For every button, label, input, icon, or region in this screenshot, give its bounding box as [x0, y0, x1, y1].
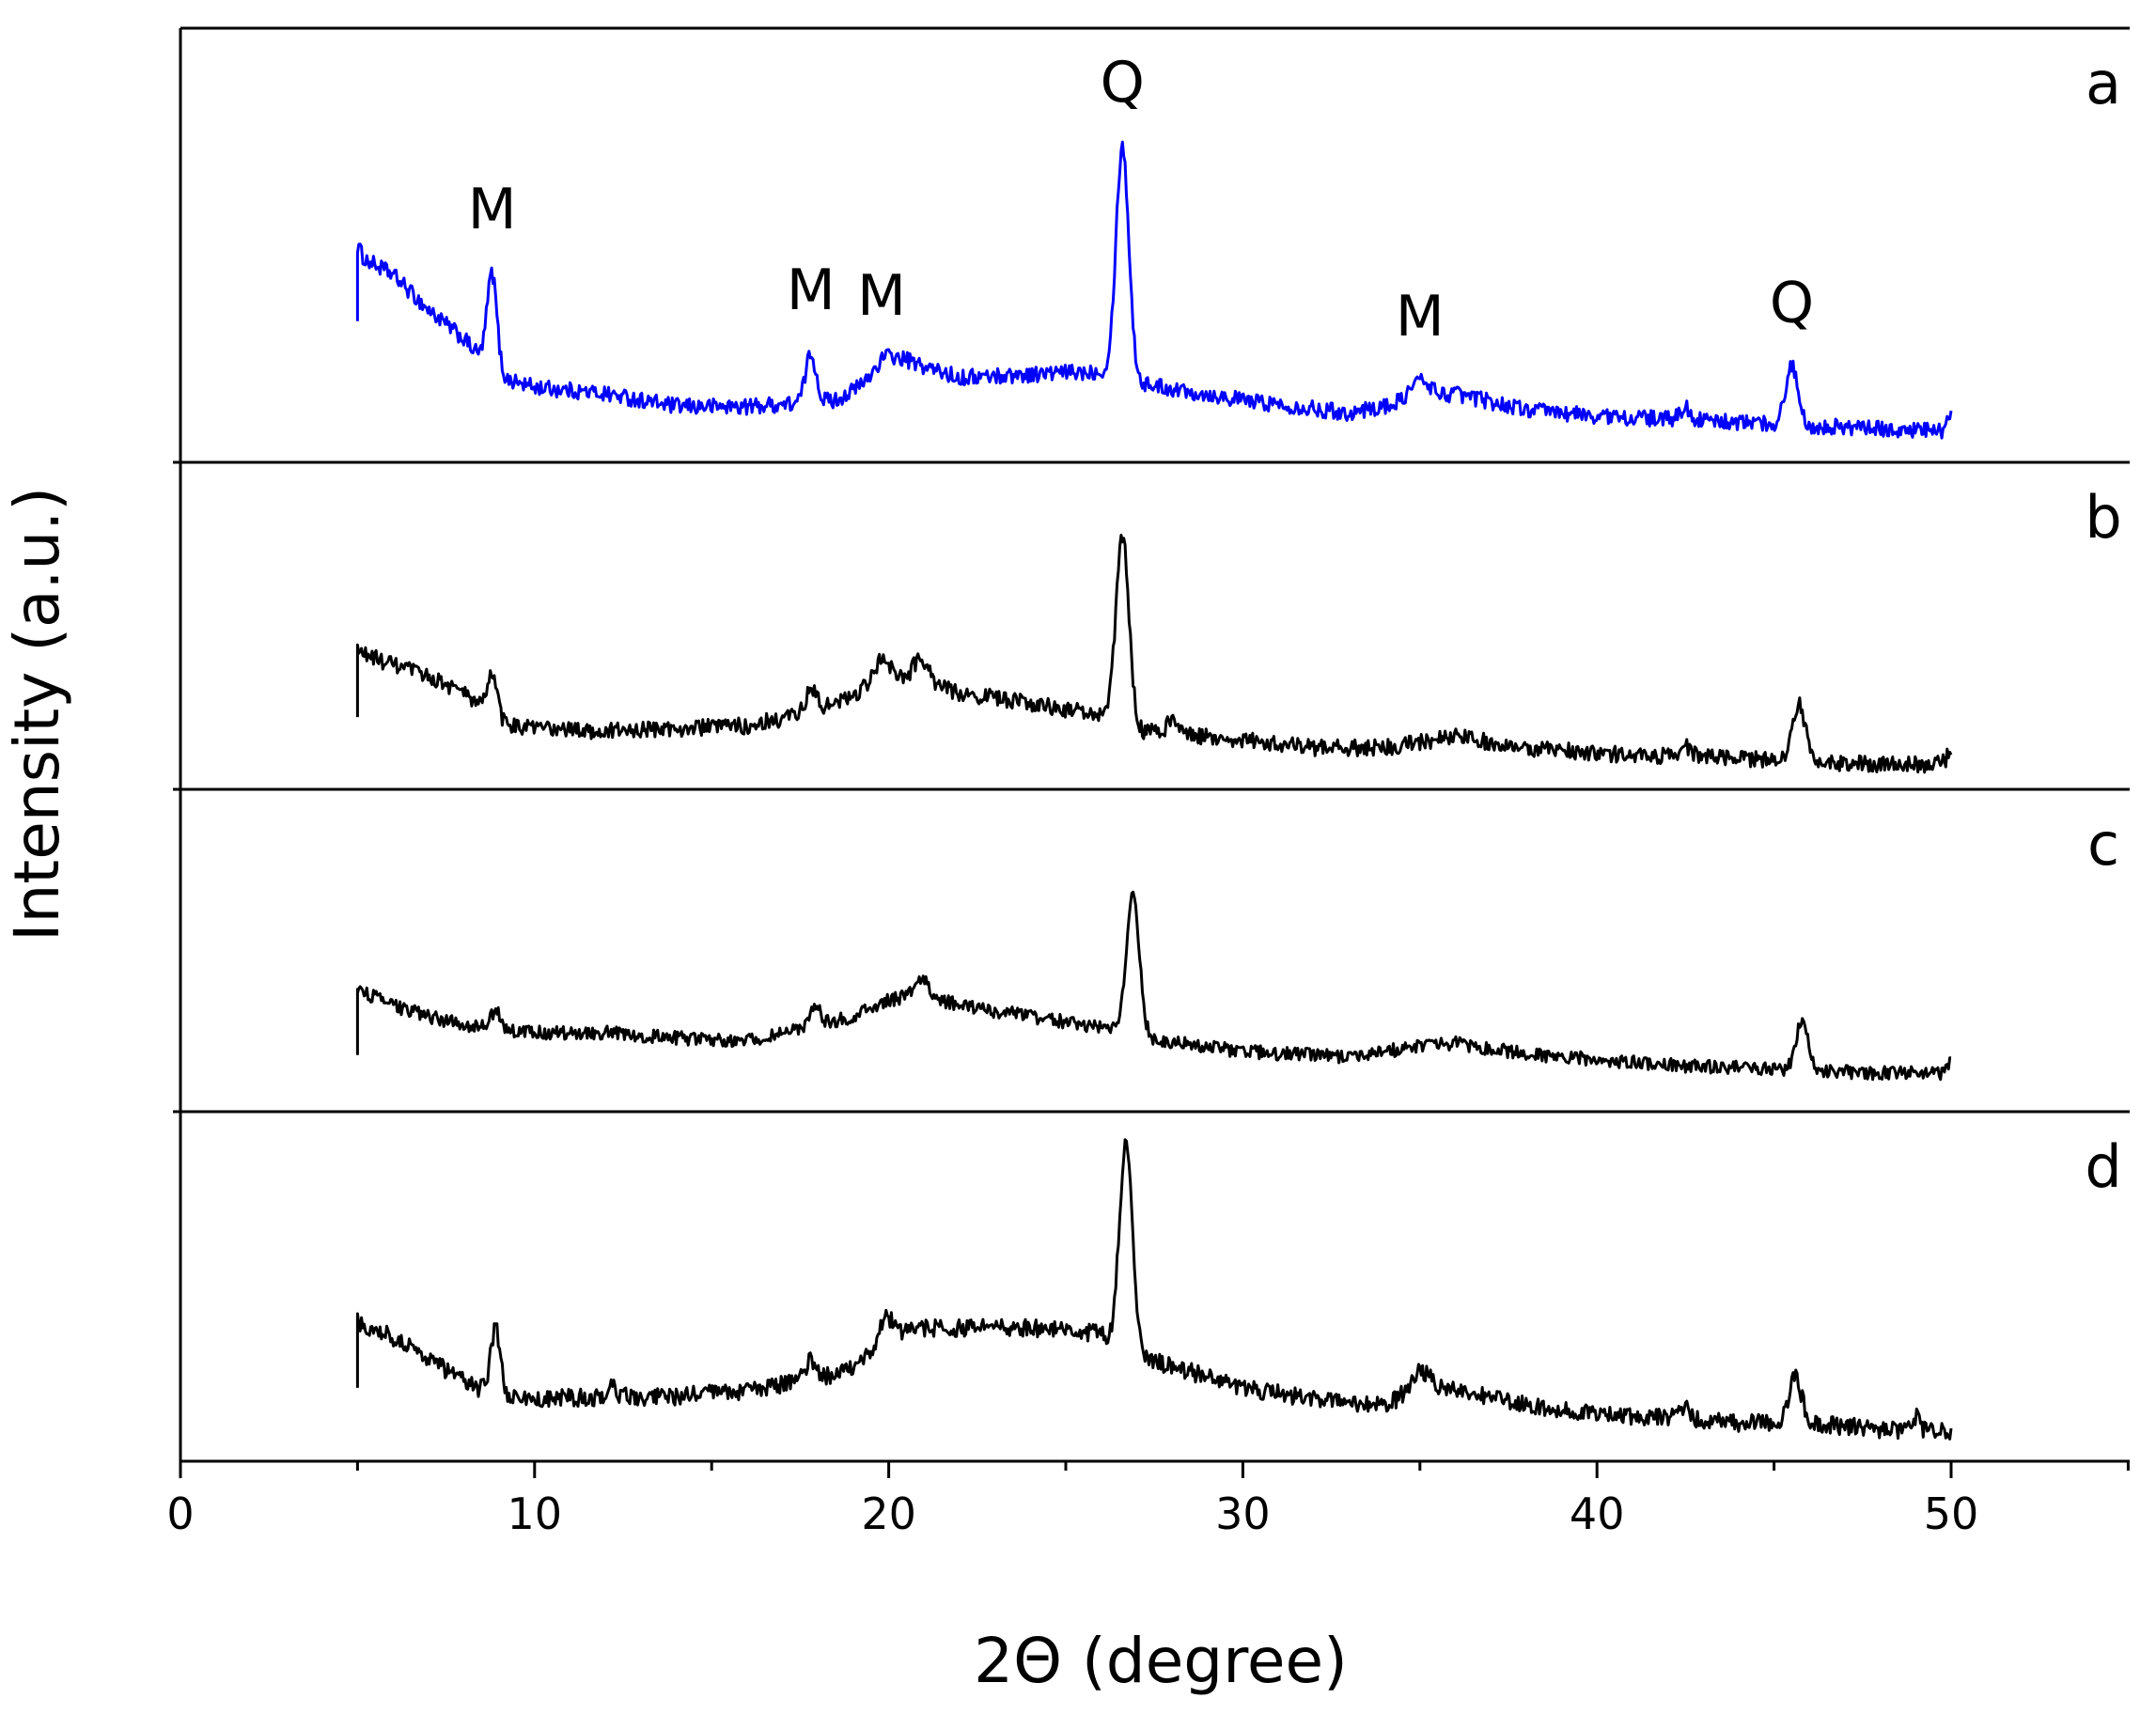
series-b-line — [355, 534, 1953, 774]
x-tick-label: 30 — [1215, 1488, 1271, 1539]
panels-frame — [173, 26, 2130, 1461]
peak-labels-layer: MM MQM Q — [468, 50, 1814, 350]
panel-label-b: b — [2085, 483, 2121, 552]
peak-label: M — [1396, 284, 1445, 350]
x-tick-label: 10 — [508, 1488, 563, 1539]
y-axis-title: Intensity (a.u.) — [1, 487, 73, 942]
x-tick-label: 50 — [1924, 1488, 1979, 1539]
panel-label-a: a — [2086, 49, 2121, 117]
peak-label: M — [787, 257, 836, 323]
panel-labels-layer: a b c d — [2085, 49, 2121, 1201]
series-c-line — [355, 890, 1952, 1082]
peak-label: Q — [1770, 271, 1814, 336]
x-tick-label: 20 — [861, 1488, 916, 1539]
x-tick-label: 0 — [166, 1488, 194, 1539]
series-layer — [355, 140, 1953, 1441]
x-tick-label: 40 — [1570, 1488, 1625, 1539]
series-d-line — [355, 1138, 1953, 1441]
peak-label: Q — [1101, 50, 1145, 116]
series-a-line — [355, 140, 1953, 440]
peak-label: M — [857, 263, 906, 329]
panel-label-d: d — [2085, 1132, 2121, 1201]
x-axis-title: 2Θ (degree) — [974, 1625, 1348, 1697]
panel-label-c: c — [2087, 810, 2119, 879]
x-axis: 0 10 20 30 40 50 — [166, 1459, 2130, 1539]
peak-label: M — [468, 177, 517, 242]
